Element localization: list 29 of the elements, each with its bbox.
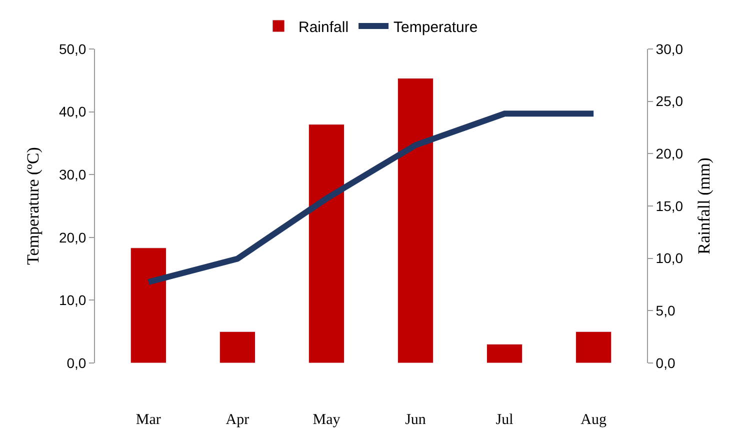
bar xyxy=(486,344,523,363)
y2-tick-label: 25,0 xyxy=(656,93,684,110)
x-tick-label: Jul xyxy=(496,412,514,428)
y2-axis-title: Rainfall (mm) xyxy=(694,158,714,254)
bar xyxy=(576,331,612,363)
y-tick-label: 30,0 xyxy=(58,166,86,182)
y-tick-label: 50,0 xyxy=(58,40,86,57)
x-tick-label: Aug xyxy=(580,412,607,428)
y-tick-label: 40,0 xyxy=(58,104,86,120)
y2-tick-label: 10,0 xyxy=(656,250,684,266)
legend-label: Rainfall xyxy=(298,18,349,36)
y-tick-label: 20,0 xyxy=(58,229,86,246)
bar xyxy=(219,331,256,363)
bar xyxy=(130,248,166,363)
x-tick-label: Apr xyxy=(226,412,250,428)
y-tick-label: 0,0 xyxy=(66,354,86,371)
y2-tick-label: 20,0 xyxy=(656,146,684,162)
x-tick-label: Jun xyxy=(405,412,426,428)
y-axis-title: Temperature (ºC) xyxy=(24,147,42,265)
y-tick-label: 10,0 xyxy=(58,292,86,308)
x-tick-label: Mar xyxy=(136,412,161,428)
legend-label: Temperature xyxy=(394,18,478,36)
y2-tick-label: 15,0 xyxy=(656,198,684,214)
y2-tick-label: 0,0 xyxy=(656,354,676,371)
y2-tick-label: 5,0 xyxy=(656,302,676,319)
bar xyxy=(397,78,434,363)
x-tick-label: May xyxy=(312,412,341,428)
bar xyxy=(308,124,345,363)
y2-tick-label: 30,0 xyxy=(656,40,684,57)
